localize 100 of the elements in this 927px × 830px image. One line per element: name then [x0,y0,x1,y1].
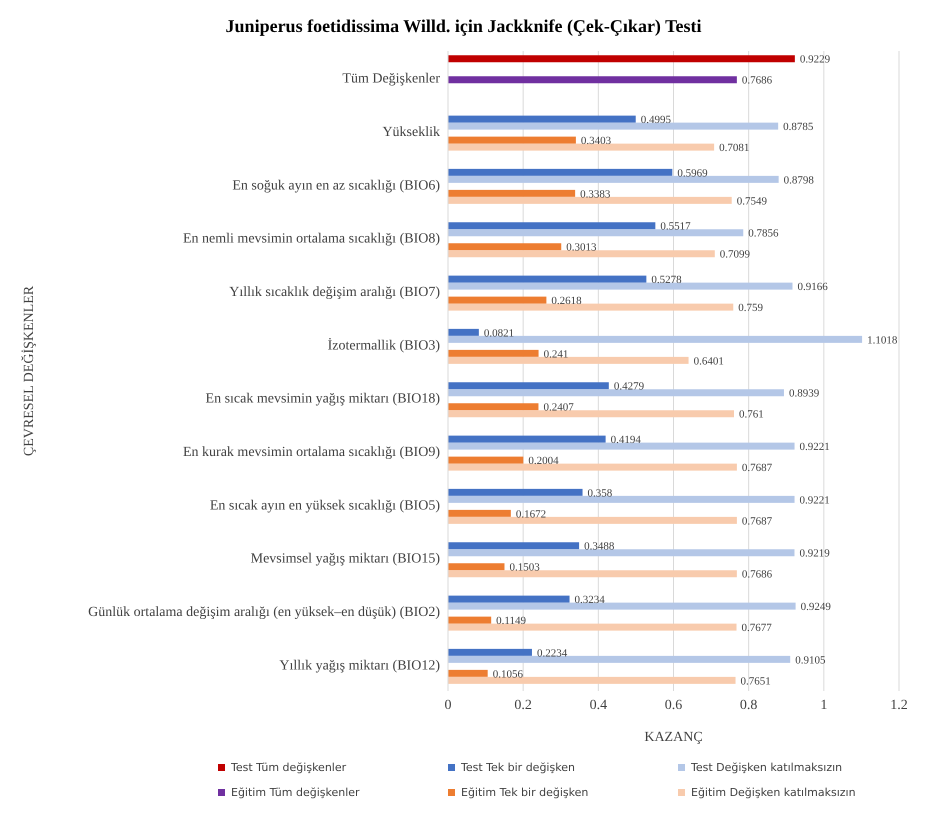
bar [448,616,492,624]
bar [448,328,479,336]
data-label: 0.7651 [740,675,771,688]
data-label: 0.0821 [484,327,514,340]
bar [448,122,778,130]
bar [448,602,796,610]
y-axis-title: ÇEVRESEL DEĞİŞKENLER [20,285,37,456]
data-label: 0.2234 [536,647,568,660]
x-tick-label: 0.2 [514,698,532,713]
data-label: 0.3383 [580,188,611,200]
legend-label: Test Tek bir değişken [461,761,575,774]
bar [448,76,737,84]
bar [448,563,504,570]
bar [448,516,737,524]
data-label: 0.3403 [580,135,612,148]
legend-label: Test Tüm değişkenler [231,761,346,774]
bar [448,222,656,230]
legend-label: Eğitim Tek bir değişken [461,786,588,799]
bar [448,136,576,144]
bar [448,250,715,258]
y-tick-label: Yıllık yağış miktarı (BIO12) [279,658,440,674]
bar [448,676,736,684]
bar [448,382,609,390]
bar [448,570,737,578]
data-label: 0.4279 [614,380,645,393]
bar [448,229,744,236]
bar [448,296,546,304]
data-label: 0.9166 [797,281,828,294]
data-label: 0.3013 [566,242,597,254]
bar [448,488,583,496]
data-label: 0.7549 [736,195,768,208]
bar [448,549,794,556]
bar [448,116,636,123]
data-label: 0.2407 [543,402,574,414]
bar [448,190,576,197]
data-label: 0.2618 [551,295,582,308]
bar [448,442,795,450]
data-label: 0.9221 [800,494,830,506]
y-tick-label: Yükseklik [382,124,440,140]
data-label: 0.7856 [748,228,780,240]
bar [448,282,792,290]
bar [448,196,732,204]
bar [448,389,784,396]
data-label: 1.1018 [867,334,898,346]
x-tick-label: 1.2 [890,698,908,713]
x-tick-label: 0.8 [740,698,758,713]
data-label: 0.9221 [800,441,830,454]
bar [448,336,862,343]
bar [448,648,532,656]
data-label: 0.9229 [800,54,831,66]
data-label: 0.761 [739,408,764,421]
bar [448,670,488,677]
data-label: 0.8785 [783,121,814,134]
bar [448,144,714,151]
x-axis-title: KAZANÇ [644,730,703,745]
x-tick-label: 0.4 [590,698,608,713]
bar [448,350,539,357]
data-label: 0.759 [738,302,764,314]
y-tick-label: En sıcak ayın en yüksek sıcaklığı (BIO5) [210,498,440,514]
legend-label: Eğitim Tüm değişkenler [231,786,360,799]
data-label: 0.1056 [492,668,524,680]
data-label: 0.8798 [784,174,814,186]
bar [448,55,795,62]
bar [448,176,779,183]
x-tick-label: 0.6 [664,698,682,713]
bar [448,168,672,176]
bar [448,624,737,631]
bar [448,243,562,250]
legend-label: Test Değişken katılmaksızın [691,761,842,774]
bar [448,410,734,418]
bar [448,496,795,503]
bar [448,456,524,464]
data-label: 0.7687 [742,515,773,528]
data-label: 0.1149 [496,615,527,628]
data-label: 0.1672 [516,508,546,520]
y-tick-label: En kurak mevsimin ortalama sıcaklığı (BIO9) [183,444,440,460]
y-tick-label: Günlük ortalama değişim aralığı (en yüksek–en düşük) (BIO2) [88,604,440,620]
data-label: 0.3488 [584,540,615,553]
data-label: 0.8939 [788,388,820,400]
y-tick-label: Tüm Değişkenler [342,72,440,87]
data-label: 0.4995 [640,114,672,126]
y-tick-label: Yıllık sıcaklık değişim aralığı (BIO7) [229,284,440,300]
data-label: 0.7099 [720,248,751,261]
data-label: 0.7081 [719,142,750,154]
data-label: 0.6401 [694,355,724,368]
legend-label: Eğitim Değişken katılmaksızın [691,786,856,799]
bar [448,464,737,471]
data-label: 0.7687 [742,462,773,474]
bar [448,356,689,364]
data-label: 0.5517 [660,220,692,233]
y-tick-label: Mevsimsel yağış miktarı (BIO15) [250,552,440,567]
data-label: 0.9105 [795,654,826,666]
data-label: 0.4194 [610,434,642,446]
bar [448,596,570,603]
data-label: 0.7686 [742,568,773,581]
bar [448,276,646,283]
bar [448,656,790,663]
bar [448,304,734,311]
data-label: 0.9249 [800,601,832,614]
y-tick-label: En nemli mevsimin ortalama sıcaklığı (BIO8) [183,232,440,247]
